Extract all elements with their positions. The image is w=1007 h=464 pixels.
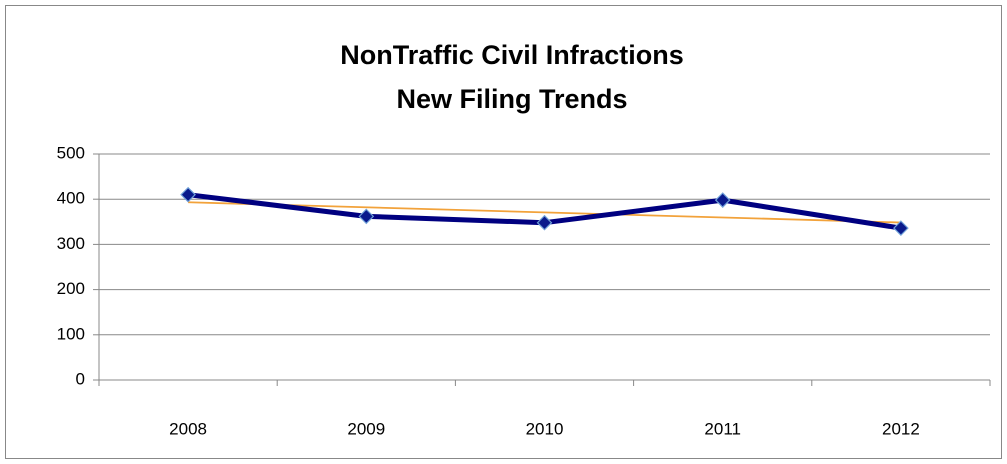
chart-title: NonTraffic Civil Infractions: [340, 40, 684, 70]
y-tick-label: 0: [76, 369, 85, 388]
y-tick-label: 400: [57, 189, 85, 208]
y-tick-label: 300: [57, 234, 85, 253]
x-tick-label: 2010: [526, 419, 564, 438]
marker: [536, 214, 553, 231]
x-tick-label: 2012: [882, 419, 920, 438]
y-tick-label: 200: [57, 279, 85, 298]
y-tick-label: 500: [57, 143, 85, 162]
y-tick-label: 100: [57, 324, 85, 343]
marker: [714, 192, 731, 208]
marker: [358, 208, 375, 225]
x-tick-label: 2009: [347, 419, 385, 438]
marker: [180, 186, 196, 203]
x-tick-label: 2011: [704, 419, 741, 438]
x-tick-label: 2008: [169, 419, 207, 438]
chart-border: [5, 5, 1002, 459]
chart-title: New Filing Trends: [396, 84, 627, 114]
trendline: [188, 201, 901, 224]
marker: [893, 220, 909, 236]
